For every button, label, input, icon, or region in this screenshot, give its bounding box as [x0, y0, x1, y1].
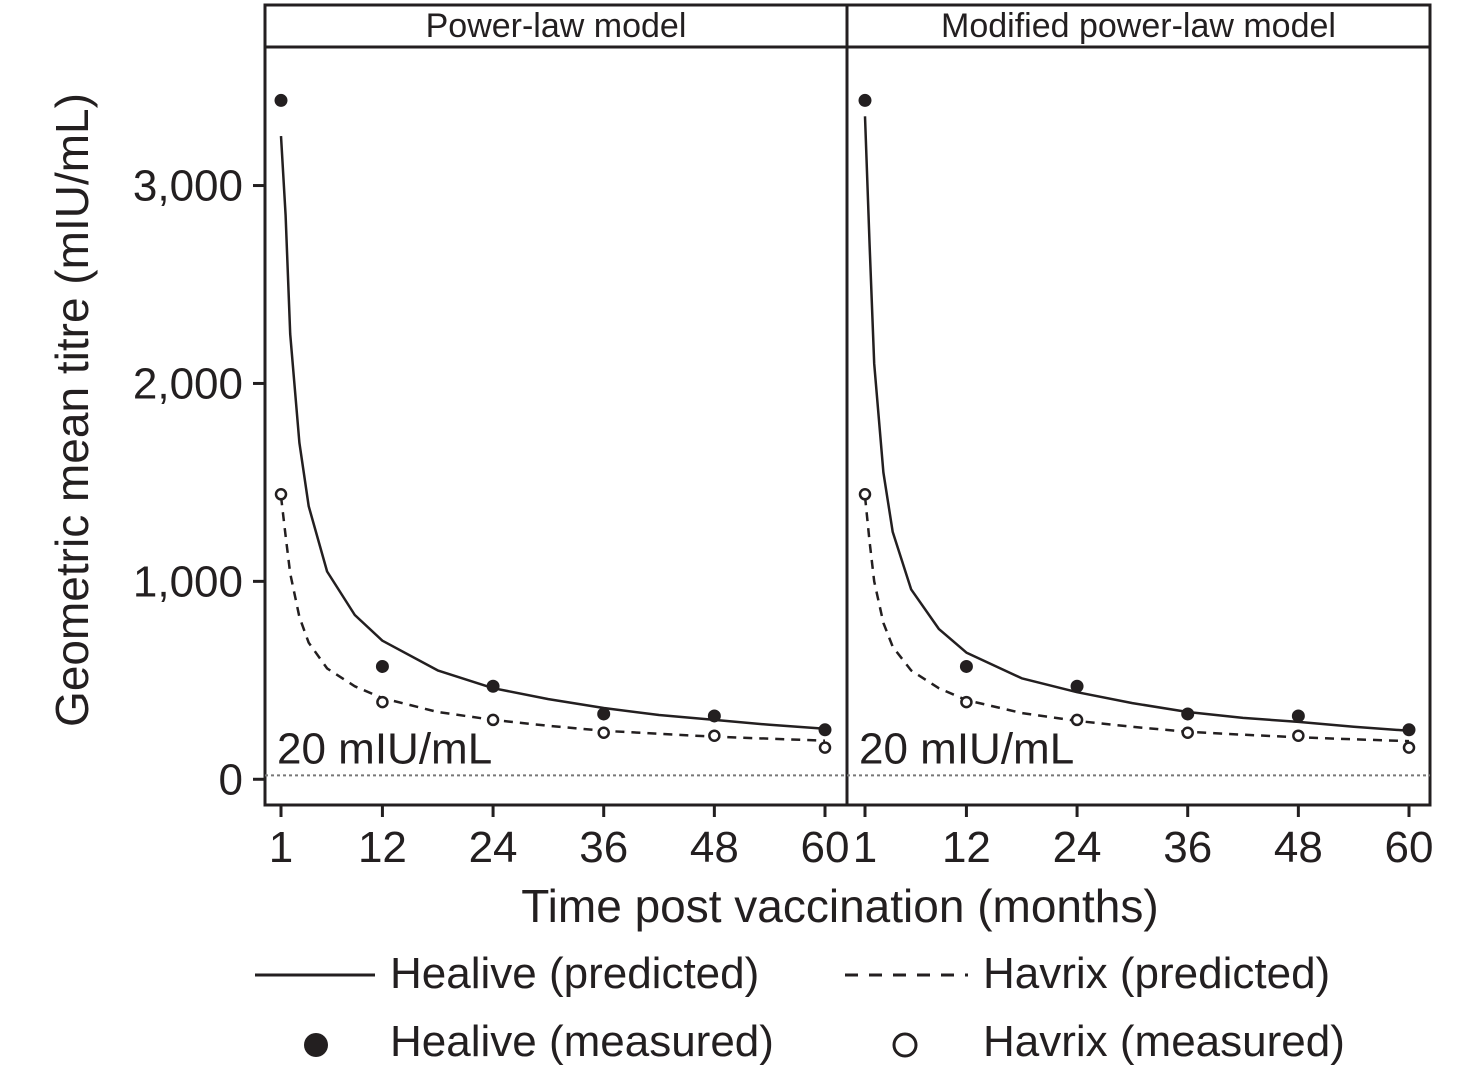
threshold-label: 20 mIU/mL: [859, 724, 1074, 773]
x-tick-label: 36: [579, 823, 628, 872]
x-tick-label: 12: [358, 823, 407, 872]
legend-label-healive-predicted: Healive (predicted): [390, 949, 759, 998]
legend-label-healive-measured: Healive (measured): [390, 1017, 774, 1066]
point-healive-measured: [818, 723, 832, 737]
point-healive-measured: [858, 93, 872, 107]
panel-title-strip: [263, 3, 849, 49]
point-havrix-measured: [1402, 741, 1416, 754]
y-axis: 0 1,000 2,000 3,000: [133, 162, 265, 804]
point-healive-measured: [486, 679, 500, 693]
panel-power-law-model: Power-law model 20 mIU/mL 1 12 24 36 48 60: [263, 3, 850, 872]
legend: Healive (predicted) Havrix (predicted) H…: [255, 949, 1345, 1066]
point-havrix-measured: [1070, 713, 1084, 727]
point-havrix-measured: [274, 488, 288, 501]
point-healive-measured: [959, 659, 973, 673]
point-healive-measured: [375, 659, 389, 673]
x-tick-label: 48: [690, 823, 739, 872]
y-tick-label: 0: [219, 755, 243, 804]
y-tick-label: 1,000: [133, 557, 243, 606]
legend-symbol-open-circle: [892, 1032, 918, 1058]
y-tick-label: 3,000: [133, 162, 243, 211]
x-tick-label: 1: [269, 823, 293, 872]
point-havrix-measured: [708, 729, 721, 742]
point-havrix-measured: [597, 726, 610, 740]
point-havrix-measured: [1292, 729, 1305, 742]
series-line-healive-predicted: [863, 116, 1410, 733]
point-healive-measured: [707, 709, 721, 723]
x-tick-label: 60: [801, 823, 850, 872]
point-healive-measured: [597, 707, 611, 721]
panel-title-strip: [845, 3, 1432, 49]
x-tick-label: 60: [1385, 823, 1434, 872]
point-havrix-measured: [1181, 726, 1194, 740]
series-line-havrix-predicted: [863, 496, 1410, 743]
x-tick-label: 24: [1053, 823, 1102, 872]
panel-modified-power-law-model: Modified power-law model 20 mIU/mL 1 12 24 36…: [845, 3, 1434, 872]
point-healive-measured: [1291, 709, 1305, 723]
legend-label-havrix-measured: Havrix (measured): [983, 1017, 1345, 1066]
plot-frame: [845, 45, 1432, 807]
x-tick-label: 12: [942, 823, 991, 872]
panel-title: Power-law model: [426, 7, 687, 45]
x-tick-label: 48: [1274, 823, 1323, 872]
y-tick-label: 2,000: [133, 359, 243, 408]
threshold-label: 20 mIU/mL: [277, 724, 492, 773]
series-line-havrix-predicted: [279, 496, 826, 742]
x-tick-label: 24: [469, 823, 518, 872]
point-havrix-measured: [858, 488, 872, 501]
point-healive-measured: [1402, 723, 1416, 737]
x-tick-label: 1: [853, 823, 877, 872]
point-havrix-measured: [376, 695, 389, 709]
y-axis-title: Geometric mean titre (mIU/mL): [46, 93, 98, 727]
x-axis-title: Time post vaccination (months): [521, 880, 1158, 932]
panel-title: Modified power-law model: [941, 7, 1336, 45]
point-havrix-measured: [818, 741, 832, 754]
legend-symbol-filled-circle: [304, 1033, 328, 1057]
x-tick-label: 36: [1163, 823, 1212, 872]
series-line-healive-predicted: [279, 136, 826, 731]
point-healive-measured: [1070, 679, 1084, 693]
legend-label-havrix-predicted: Havrix (predicted): [983, 949, 1330, 998]
point-healive-measured: [1181, 707, 1195, 721]
point-havrix-measured: [486, 713, 500, 727]
point-healive-measured: [274, 93, 288, 107]
plot-frame: [263, 45, 849, 807]
point-havrix-measured: [960, 695, 973, 709]
